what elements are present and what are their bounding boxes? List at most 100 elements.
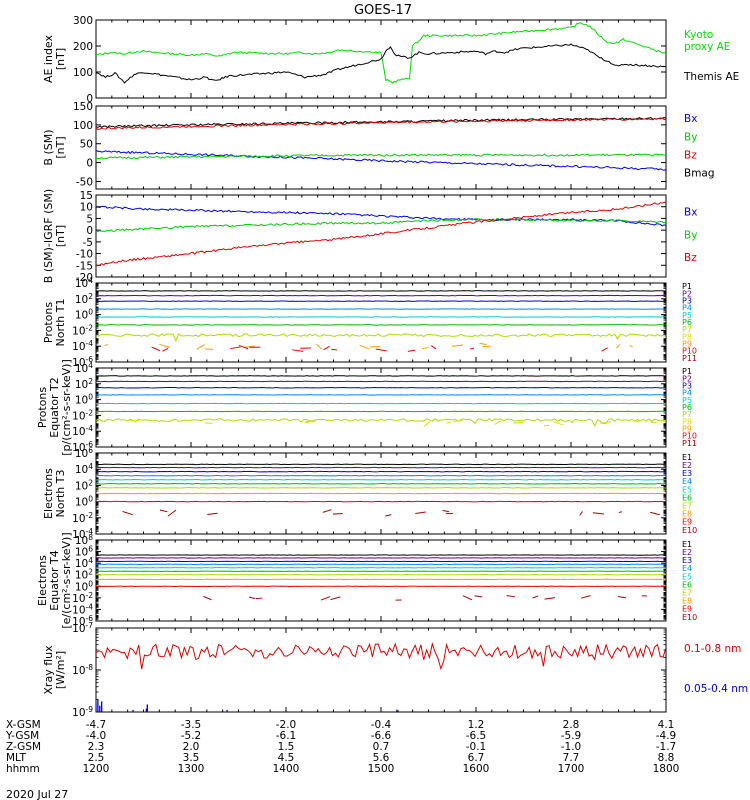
series-e10-segment — [322, 509, 332, 513]
y-tick-label: 15 — [80, 190, 93, 202]
y-axis-label: [p/(cm²-s-sr-keV)] — [60, 359, 73, 456]
y-tick-label: 10-4 — [72, 527, 93, 541]
y-tick-label: 106 — [75, 446, 93, 460]
legend-label: proxy AE — [684, 41, 730, 53]
y-tick-label: 102 — [75, 568, 93, 582]
series-p8-segment — [494, 420, 502, 425]
y-tick-label: 10-2 — [72, 408, 93, 422]
series-p9-segment — [479, 342, 487, 346]
x-row-value: 1200 — [83, 763, 110, 775]
y-tick-label: 300 — [73, 15, 93, 27]
legend-label: Kyoto — [684, 29, 713, 41]
y-axis-label: B (SM) — [42, 129, 55, 165]
series-e10-segment — [442, 509, 450, 513]
x-row-name: X-GSM — [6, 719, 41, 731]
panel-frame — [95, 539, 667, 622]
y-tick-label: 100 — [73, 120, 93, 132]
x-row-value: 1800 — [653, 763, 680, 775]
series-e10-segment — [207, 512, 218, 515]
channel-label: E6 — [682, 493, 692, 502]
y-axis-label: Equator T4 — [48, 550, 61, 610]
series-group — [96, 554, 666, 601]
x-row-value: 1400 — [273, 763, 300, 775]
panel-frame — [95, 194, 667, 278]
legend-label: Themis AE — [683, 71, 739, 83]
y-tick-label: 10 — [80, 202, 93, 214]
x-row-value: 1300 — [178, 763, 205, 775]
y-tick-label: 50 — [80, 139, 93, 151]
series-by — [96, 153, 666, 160]
x-row-value: 1.2 — [468, 719, 485, 731]
series-group — [96, 641, 666, 712]
y-axis-label: Equator T2 — [48, 377, 61, 437]
series-p10-segment — [375, 348, 387, 352]
series-p8-segment — [635, 419, 641, 423]
y-tick-label: -50 — [76, 176, 93, 188]
y-axis-label: [nT] — [54, 136, 67, 158]
x-row-name: Z-GSM — [6, 741, 41, 753]
channel-label: P4 — [682, 304, 692, 313]
x-row-value: 2.3 — [88, 741, 105, 753]
y-tick-label: -20 — [76, 272, 93, 284]
x-row-name: hhmm — [6, 763, 40, 775]
x-row-value: 1.5 — [278, 741, 295, 753]
y-axis-label: North T1 — [54, 299, 67, 347]
y-tick-label: -10 — [76, 249, 93, 261]
series-p8-segment — [513, 421, 524, 424]
series-e10-segment — [385, 514, 392, 517]
y-tick-label: 104 — [75, 462, 93, 476]
y-axis-label: [nT] — [54, 225, 67, 247]
series-p9-segment — [369, 345, 381, 348]
channel-label: E10 — [682, 613, 697, 622]
channel-label: E7 — [682, 501, 692, 510]
series-group — [96, 22, 666, 84]
channel-label: P7 — [682, 410, 692, 419]
x-row-value: -0.1 — [466, 741, 487, 753]
series-group — [96, 201, 666, 267]
panel-xray: 10-9 10-8 10-7 Xray flux [W/m²] 0.1-0.8 nm 0.0… — [42, 621, 748, 719]
x-row-value: -4.9 — [656, 730, 677, 742]
x-row-value: -3.5 — [181, 719, 202, 731]
channel-label: E5 — [682, 572, 692, 581]
panel-frame — [95, 367, 667, 448]
legend-label: 0.05-0.4 nm — [684, 683, 748, 695]
y-tick-label: 5 — [86, 213, 93, 225]
x-row-value: 1600 — [463, 763, 490, 775]
y-tick-label: 102 — [75, 377, 93, 391]
series-p8-segment — [600, 421, 612, 424]
channel-label: P5 — [682, 311, 692, 320]
channel-label: P6 — [682, 403, 692, 412]
series-bz — [96, 117, 666, 131]
series-p9-segment — [421, 346, 429, 350]
series-p8-segment — [446, 421, 451, 424]
channel-label: E9 — [682, 518, 692, 527]
y-tick-label: 10-2 — [72, 591, 93, 605]
x-row-value: -1.0 — [561, 741, 582, 753]
series-group — [96, 116, 666, 171]
y-tick-label: 104 — [75, 361, 93, 375]
series-e10-segment — [255, 597, 263, 600]
x-row-value: 1700 — [558, 763, 585, 775]
x-row-value: 6.7 — [468, 752, 485, 764]
y-tick-label: 100 — [73, 67, 93, 79]
series-p9-segment — [616, 343, 621, 349]
chart-title: GOES-17 — [354, 3, 412, 18]
y-tick-label: -15 — [76, 260, 93, 272]
series-bx — [96, 149, 666, 171]
series-p10-segment — [151, 346, 161, 352]
series-p8-segment — [650, 421, 658, 424]
series-e10-segment — [320, 596, 331, 601]
channel-label: E8 — [682, 597, 692, 606]
y-tick-label: 10-2 — [72, 323, 93, 337]
series-p9-segment — [196, 344, 205, 350]
series-p10-segment — [238, 344, 249, 350]
channel-label: P9 — [682, 340, 692, 349]
y-axis-label: AE index — [42, 34, 55, 83]
y-tick-label: 10-4 — [72, 602, 93, 616]
channel-label: E2 — [682, 548, 692, 557]
series-p8-segment — [423, 420, 431, 427]
y-axis-label: [W/m²] — [54, 651, 67, 689]
channel-label: E7 — [682, 588, 692, 597]
